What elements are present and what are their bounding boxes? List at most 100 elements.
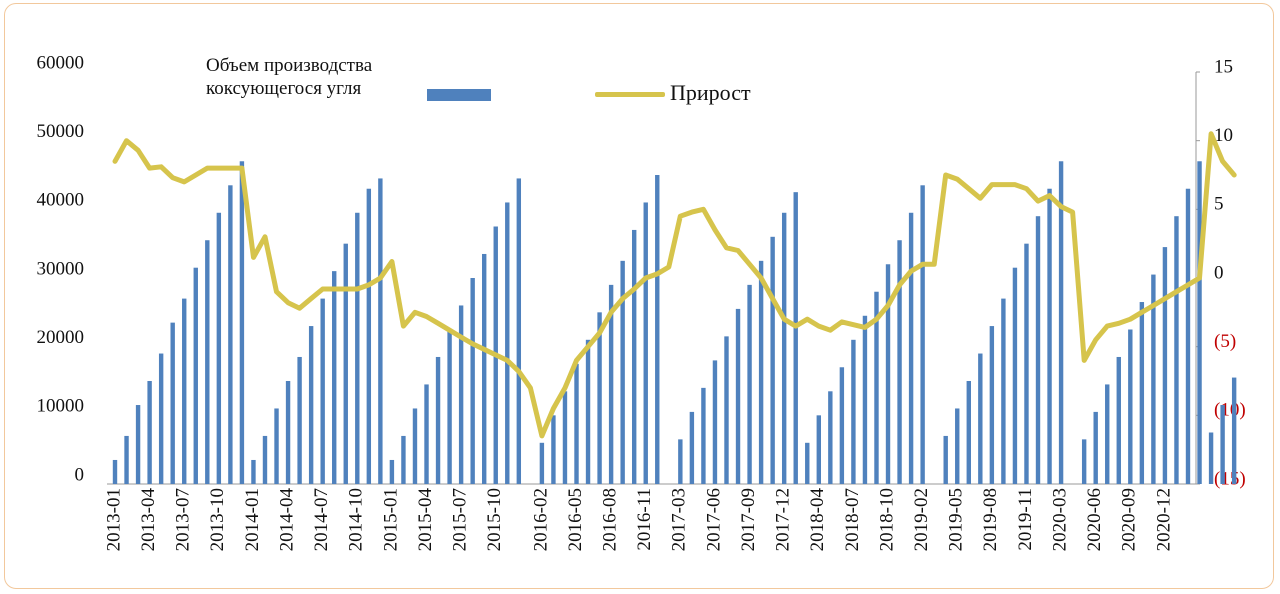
x-tick-label: 2013-07 bbox=[173, 488, 194, 551]
bar bbox=[655, 175, 660, 484]
bar bbox=[966, 381, 971, 484]
legend-label: Прирост bbox=[670, 80, 751, 105]
x-tick-label: 2013-01 bbox=[103, 488, 124, 551]
y2-tick-label: (10) bbox=[1214, 400, 1246, 421]
bar bbox=[135, 405, 141, 484]
x-tick-label: 2016-11 bbox=[634, 488, 655, 551]
bar bbox=[447, 329, 452, 484]
y2-tick-label: (15) bbox=[1214, 468, 1246, 489]
x-tick-label: 2019-05 bbox=[946, 488, 967, 551]
x-tick-label: 2014-01 bbox=[242, 488, 263, 551]
bar bbox=[989, 326, 995, 484]
bar bbox=[193, 267, 198, 484]
bar bbox=[401, 435, 406, 484]
x-tick-label: 2018-04 bbox=[807, 488, 828, 552]
bar bbox=[1151, 274, 1156, 484]
bar bbox=[182, 298, 187, 484]
bar bbox=[574, 363, 579, 484]
bar bbox=[978, 353, 983, 484]
bar bbox=[805, 442, 810, 484]
x-tick-label: 2017-03 bbox=[669, 488, 690, 551]
bar bbox=[1162, 247, 1168, 484]
bar bbox=[505, 202, 510, 484]
y-tick-label: 10000 bbox=[37, 396, 85, 417]
bar bbox=[147, 381, 152, 484]
bar bbox=[874, 291, 879, 484]
bar bbox=[735, 308, 741, 484]
x-tick-label: 2019-02 bbox=[911, 488, 932, 551]
bar bbox=[839, 367, 845, 484]
x-tick-label: 2020-06 bbox=[1084, 488, 1105, 551]
bar bbox=[562, 391, 568, 484]
bar bbox=[816, 415, 821, 484]
x-tick-label: 2014-07 bbox=[311, 488, 332, 551]
bar bbox=[216, 212, 222, 484]
bar bbox=[955, 408, 960, 484]
legend-label: Объем производства коксующегося угля bbox=[200, 54, 380, 106]
bar bbox=[170, 322, 175, 484]
bar bbox=[539, 442, 545, 484]
bar bbox=[389, 459, 395, 484]
bar bbox=[678, 439, 683, 484]
bar bbox=[378, 178, 383, 484]
bar bbox=[1185, 188, 1191, 484]
bar bbox=[1231, 377, 1237, 484]
legend-swatch bbox=[427, 89, 491, 101]
bar bbox=[608, 284, 614, 484]
bar bbox=[597, 312, 602, 484]
line bbox=[112, 131, 1237, 439]
bar bbox=[585, 339, 591, 484]
bar bbox=[366, 188, 372, 484]
x-tick-label: 2015-01 bbox=[380, 488, 401, 551]
bar bbox=[112, 459, 118, 484]
x-tick-label: 2015-07 bbox=[449, 488, 470, 551]
bar bbox=[332, 271, 337, 484]
x-tick-label: 2018-10 bbox=[876, 488, 897, 551]
y-tick-label: 0 bbox=[75, 464, 85, 485]
x-tick-label: 2019-11 bbox=[1015, 488, 1036, 551]
bar bbox=[897, 240, 902, 484]
x-tick-label: 2016-05 bbox=[565, 488, 586, 551]
bar bbox=[920, 185, 925, 485]
bar bbox=[458, 305, 464, 484]
x-tick-label: 2015-04 bbox=[415, 488, 436, 552]
y-tick-label: 40000 bbox=[37, 190, 85, 211]
bar bbox=[1174, 216, 1179, 484]
bar bbox=[412, 408, 418, 484]
bar bbox=[1081, 439, 1087, 484]
bar bbox=[1058, 161, 1064, 484]
bar bbox=[885, 264, 891, 484]
y-tick-label: 30000 bbox=[37, 258, 85, 279]
bar bbox=[308, 326, 314, 484]
bar bbox=[1139, 302, 1145, 484]
bar bbox=[551, 415, 556, 484]
bar bbox=[643, 202, 648, 484]
y2-tick-label: 0 bbox=[1214, 262, 1224, 283]
x-tick-label: 2016-02 bbox=[530, 488, 551, 551]
bar bbox=[1197, 161, 1202, 484]
bar bbox=[781, 212, 787, 484]
bar bbox=[747, 284, 752, 484]
bar bbox=[631, 229, 637, 484]
x-tick-label: 2013-04 bbox=[138, 488, 159, 552]
x-tick-label: 2018-07 bbox=[842, 488, 863, 551]
card-frame bbox=[4, 3, 1274, 589]
bar bbox=[482, 253, 487, 484]
bar bbox=[285, 381, 291, 484]
bar bbox=[862, 315, 868, 484]
bar bbox=[701, 387, 706, 484]
bar bbox=[228, 185, 233, 485]
bar bbox=[908, 212, 914, 484]
bar bbox=[516, 178, 522, 484]
bar bbox=[297, 356, 302, 484]
bar bbox=[1220, 405, 1225, 484]
x-tick-label: 2015-10 bbox=[484, 488, 505, 551]
y2-tick-label: (5) bbox=[1214, 331, 1236, 352]
x-tick-label: 2020-12 bbox=[1153, 488, 1174, 551]
bar bbox=[1208, 432, 1214, 484]
bar bbox=[239, 161, 245, 484]
x-tick-label: 2017-12 bbox=[773, 488, 794, 551]
bar bbox=[424, 384, 429, 484]
y2-tick-label: 10 bbox=[1214, 125, 1233, 146]
bar bbox=[262, 435, 268, 484]
